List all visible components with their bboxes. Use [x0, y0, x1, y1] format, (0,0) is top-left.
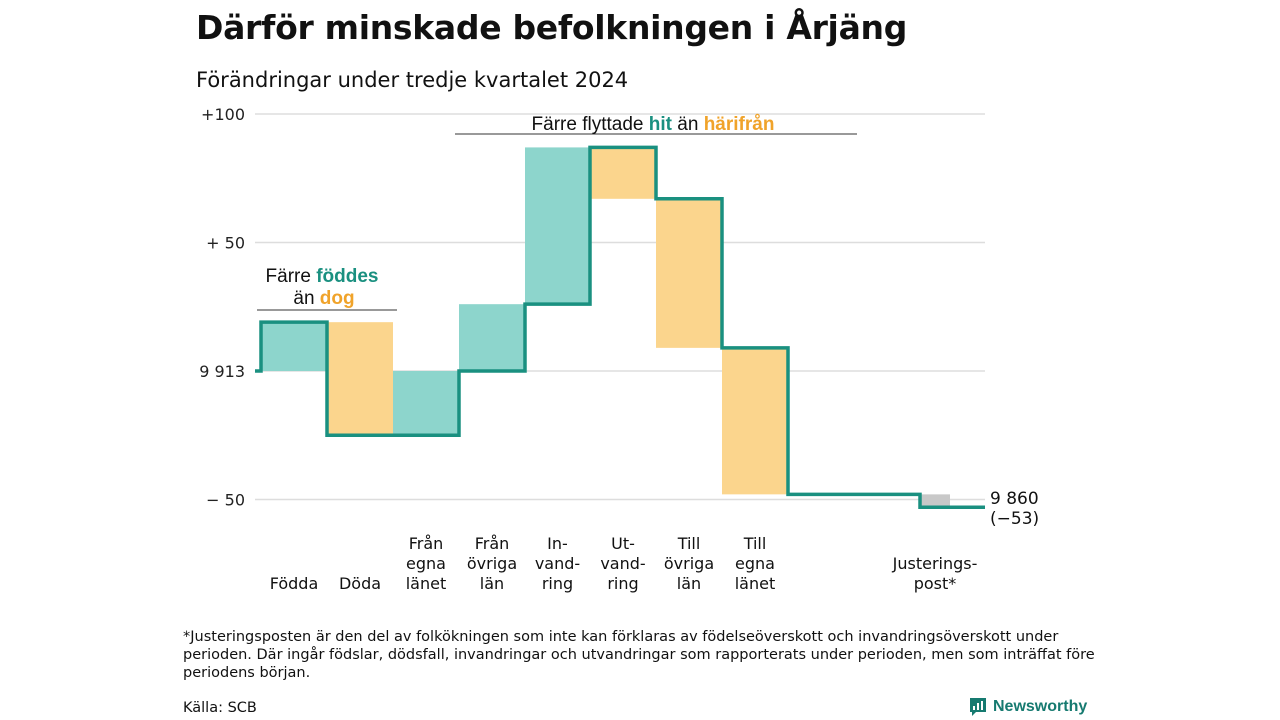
bar-invandring [525, 147, 590, 305]
category-label: Till egna länet [735, 534, 776, 593]
annotations: Färre föddes än dog Färre flyttade hit ä… [257, 114, 857, 311]
births-annotation-text2: än [293, 288, 319, 309]
births-annotation-line2: än dog [293, 288, 354, 309]
footnote: *Justeringsposten är den del av folkökni… [183, 629, 1095, 681]
category-label: Från övriga län [467, 534, 517, 593]
births-annotation-text: Färre [266, 266, 317, 287]
end-value-label: 9 860 [990, 489, 1039, 509]
y-tick-label: + 50 [206, 234, 245, 253]
bar-justeringspost [920, 494, 950, 508]
category-label: Från egna länet [406, 534, 447, 593]
category-label: Justerings-post* [892, 554, 978, 593]
births-annotation-line1: Färre föddes [266, 266, 379, 287]
bar-utvandring [590, 147, 656, 199]
category-label: Döda [339, 574, 381, 593]
chart-title: Därför minskade befolkningen i Årjäng [196, 8, 908, 47]
bar-födda [261, 322, 327, 371]
brand-logo: Newsworthy [969, 697, 1087, 717]
running-total-path [255, 145, 985, 509]
waterfall-chart: +100 + 50 9 913 − 50 Färre föddes än dog Fä… [199, 105, 1039, 593]
bar-chart-icon [970, 698, 986, 716]
y-tick-label: − 50 [206, 491, 245, 510]
bar-döda [327, 322, 393, 436]
moves-annotation-mid: än [672, 114, 704, 135]
births-highlight-fodde: föddes [316, 266, 378, 287]
bar-frånövrigalän [459, 304, 525, 371]
end-change-label: (−53) [990, 509, 1039, 529]
bars [261, 147, 950, 508]
category-label: Födda [270, 574, 319, 593]
gridlines [255, 113, 985, 501]
births-highlight-dog: dog [320, 288, 355, 309]
source-label: Källa: SCB [183, 700, 257, 716]
moves-annotation: Färre flyttade hit än härifrån [532, 114, 775, 135]
bar-tillövrigalän [656, 198, 722, 348]
category-label: Ut-vand-ring [600, 534, 645, 593]
bar-frånegnalänet [393, 371, 459, 436]
y-tick-label: +100 [201, 105, 245, 124]
bar-tillegnalänet [722, 347, 788, 495]
moves-highlight-hit: hit [649, 114, 673, 135]
y-axis-ticks: +100 + 50 9 913 − 50 [199, 105, 245, 510]
category-labels: Födda Döda Från egna länet Från övriga län In-va… [270, 534, 978, 593]
category-label: Till övriga län [664, 534, 714, 593]
chart-subtitle: Förändringar under tredje kvartalet 2024 [196, 68, 629, 92]
running-total-line [255, 145, 985, 509]
y-tick-label: 9 913 [199, 362, 245, 381]
category-label: In-vand-ring [535, 534, 580, 593]
moves-annotation-pre: Färre flyttade [532, 114, 649, 135]
brand-name: Newsworthy [993, 698, 1088, 715]
moves-highlight-harifran: härifrån [704, 114, 775, 135]
